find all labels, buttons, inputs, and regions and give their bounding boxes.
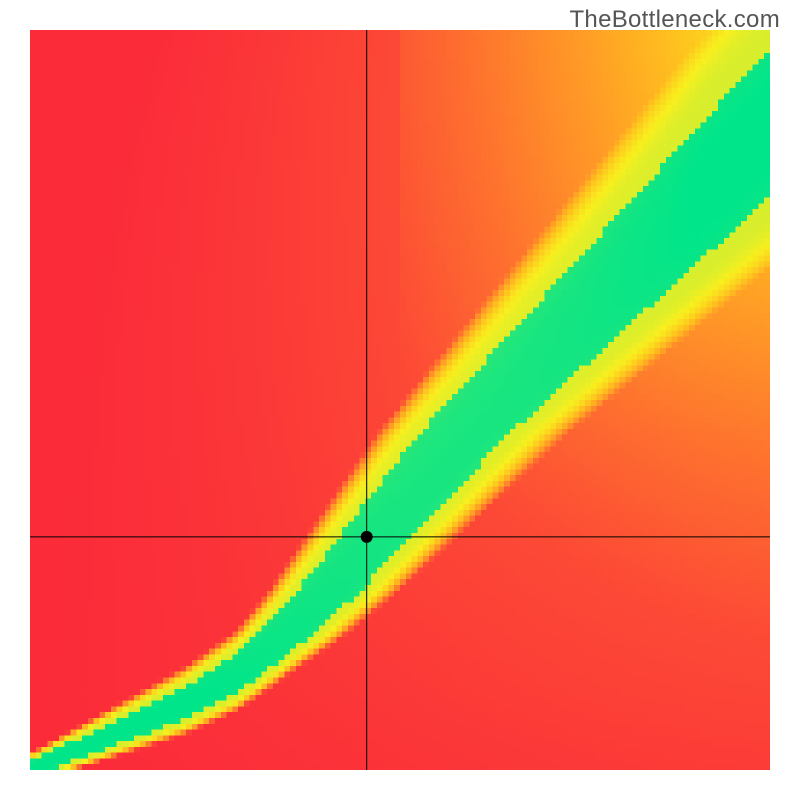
overlay-svg	[30, 30, 770, 770]
marker-point	[361, 531, 373, 543]
watermark-text: TheBottleneck.com	[569, 6, 780, 34]
